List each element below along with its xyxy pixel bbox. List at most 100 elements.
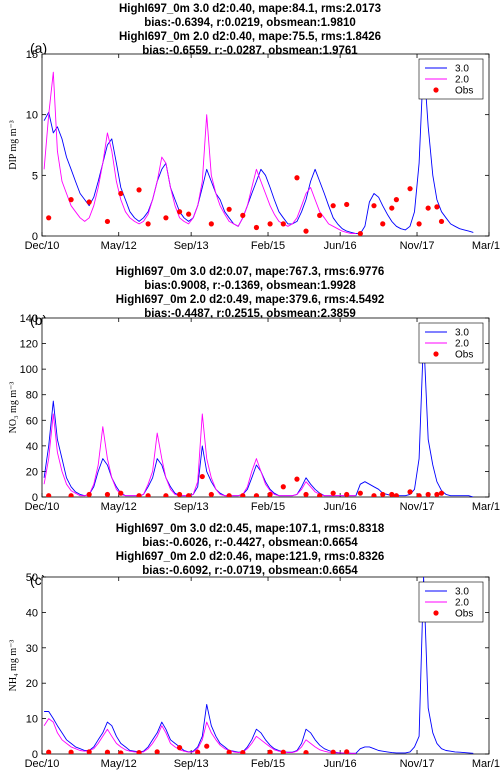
y-axis-label: DIP mg m⁻³ [8, 120, 19, 170]
x-tick-label: Sep/13 [174, 758, 209, 770]
legend-label: 3.0 [455, 587, 469, 598]
x-tick-label: Sep/13 [174, 501, 209, 513]
obs-point [136, 749, 142, 754]
obs-point [344, 491, 350, 497]
obs-point [294, 175, 300, 181]
obs-point [195, 749, 201, 754]
panel-b-stats-line-2: bias:0.9008, r:-0.1369, obsmean:1.9928 [144, 280, 356, 292]
obs-point [425, 205, 431, 211]
y-tick-label: 100 [20, 364, 38, 376]
legend-label: Obs [455, 86, 473, 97]
obs-point [267, 491, 273, 497]
obs-point [208, 491, 214, 497]
obs-point [407, 489, 413, 495]
panel-c-stats-line-4: bias:-0.6092, r:-0.0719, obsmean:0.6654 [142, 565, 358, 577]
x-tick-label: Jun/16 [324, 240, 357, 250]
obs-point [280, 484, 286, 490]
legend-label: 3.0 [455, 64, 469, 75]
obs-point [68, 197, 74, 203]
chart-panel-b: 0 20 40 60 80 100 120 140 Dec/10 May/12 Sep/13 Feb/… [8, 313, 500, 513]
x-tick-label: Feb/15 [251, 240, 285, 250]
y-tick-label: 40 [26, 607, 38, 619]
panel-c-stats-line-1: HighI697_0m 3.0 d2:0.45, mape:107.1, rms… [115, 523, 385, 535]
obs-point [416, 493, 422, 497]
legend-label: 3.0 [455, 328, 469, 339]
obs-point [253, 493, 260, 497]
obs-point [226, 206, 232, 212]
obs-point [118, 750, 124, 754]
panel-b-stats-line-1: HighI697_0m 3.0 d2:0.07, mape:767.3, rms… [115, 266, 385, 278]
obs-point [163, 215, 169, 221]
y-tick-label: 80 [26, 390, 38, 402]
series-3.0-line [44, 577, 474, 754]
plot-area [43, 335, 474, 497]
obs-point [104, 749, 111, 754]
x-tick-label: Mar/19 [472, 758, 500, 770]
obs-point [163, 493, 169, 497]
x-tick-label: Dec/10 [25, 758, 60, 770]
x-tick-label: Jun/16 [324, 758, 357, 770]
obs-point [303, 749, 309, 754]
obs-point [104, 491, 111, 497]
obs-point [371, 493, 377, 497]
obs-point [145, 493, 151, 497]
obs-point [176, 209, 183, 215]
y-tick-label: 10 [26, 714, 38, 726]
obs-point [280, 749, 286, 754]
obs-point [438, 490, 445, 496]
obs-point [380, 491, 386, 497]
obs-point [86, 749, 92, 754]
obs-point [226, 749, 232, 754]
panel-a-stats-line-1: HighI697_0m 3.0 d2:0.40, mape:84.1, rms:… [118, 3, 382, 15]
legend-label: Obs [455, 609, 473, 620]
x-tick-label: Dec/10 [25, 501, 60, 513]
obs-point [240, 493, 246, 497]
axes-box [41, 53, 490, 237]
obs-point [330, 203, 336, 209]
y-tick-label: 20 [26, 678, 38, 690]
obs-point [186, 493, 192, 497]
obs-point [294, 476, 300, 482]
obs-point [136, 493, 142, 497]
panel-c-stats-line-3: HighI697_0m 2.0 d2:0.46, mape:121.9, rms… [115, 551, 385, 563]
x-tick-label: May/12 [101, 240, 137, 250]
plot-area [43, 577, 474, 754]
obs-point [253, 224, 260, 231]
obs-point [344, 749, 350, 754]
x-tick-label: Nov/17 [400, 501, 435, 513]
series-2.0-line [43, 71, 356, 235]
x-tick-label: Dec/10 [25, 240, 60, 250]
obs-point [176, 491, 183, 497]
legend-label: 2.0 [455, 75, 469, 86]
obs-point [46, 493, 52, 497]
obs-point [204, 743, 210, 749]
x-tick-label: Mar/19 [472, 501, 500, 513]
obs-point [303, 491, 309, 497]
obs-point [371, 203, 377, 209]
obs-point [357, 230, 363, 236]
obs-point [416, 221, 422, 227]
obs-point [267, 749, 273, 754]
chart-panel-a: 0 5 10 15 Dec/10 May/12 Sep/13 Feb/15 Jun/16 Nov/… [8, 50, 500, 250]
obs-point [118, 490, 124, 496]
y-tick-label: 60 [26, 415, 38, 427]
y-tick-label: 120 [20, 339, 38, 351]
obs-point [407, 186, 413, 192]
y-tick-label: 0 [32, 749, 38, 761]
y-axis-label: NO₃ mg m⁻³ [8, 382, 19, 434]
axes-box [41, 576, 490, 755]
panel-a-stats-line-2: bias:-0.6394, r:0.0219, obsmean:1.9810 [144, 17, 356, 29]
obs-point [226, 493, 232, 497]
obs-point [317, 212, 323, 218]
obs-point [425, 491, 431, 497]
obs-point [380, 221, 386, 227]
obs-point [199, 473, 205, 480]
obs-point [434, 491, 440, 497]
y-tick-label: 30 [26, 643, 38, 655]
x-tick-label: Mar/19 [472, 240, 500, 250]
obs-point [145, 221, 151, 227]
obs-point [86, 491, 92, 497]
obs-point [154, 749, 160, 754]
obs-point [240, 749, 246, 754]
y-tick-label: 10 [26, 110, 38, 122]
